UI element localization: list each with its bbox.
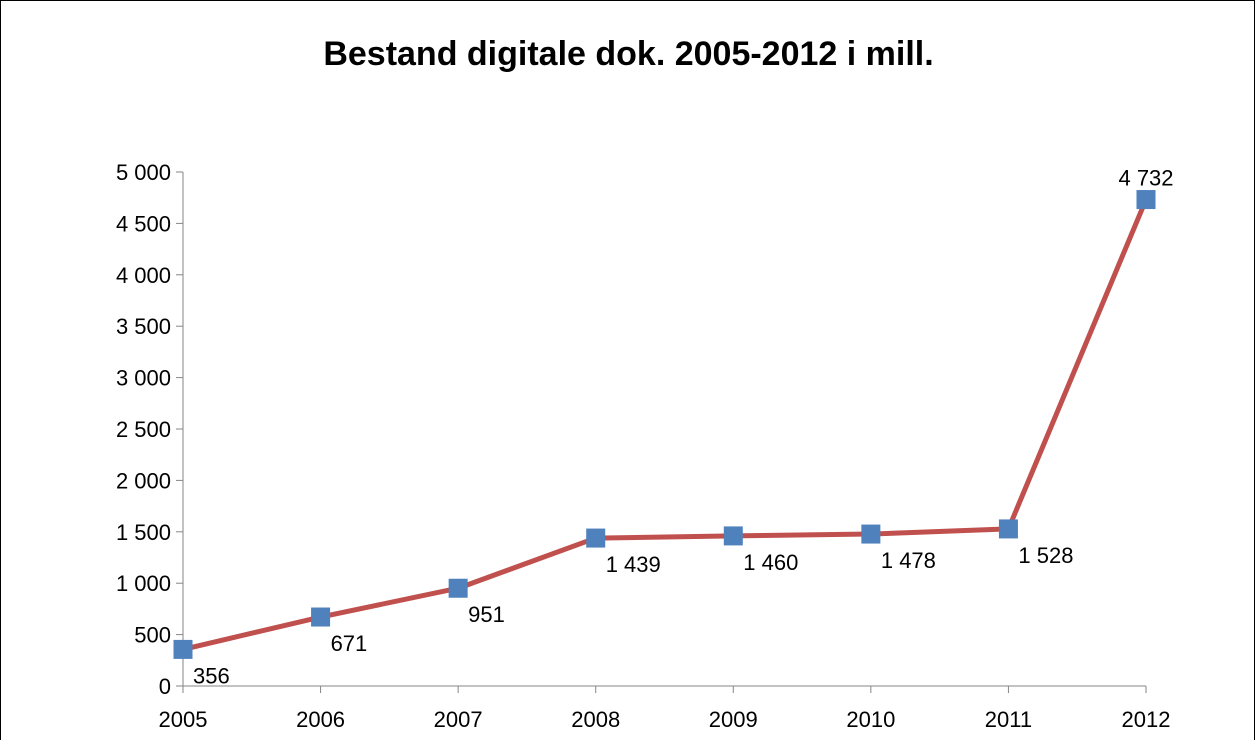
data-label: 4 732 (1118, 166, 1173, 191)
data-label: 1 478 (881, 548, 936, 573)
y-tick-label: 2 000 (116, 468, 171, 493)
y-tick-label: 3 500 (116, 314, 171, 339)
data-point-marker (1136, 190, 1156, 210)
y-tick-label: 5 000 (116, 160, 171, 185)
data-label: 1 460 (743, 550, 798, 575)
series-line (180, 197, 1149, 652)
data-point-marker (723, 526, 743, 546)
axes: 0 500 1 000 1 500 2 000 2 500 3 000 3 500 4 000 4… (116, 160, 1171, 732)
data-point-marker (998, 519, 1018, 539)
y-tick-label: 0 (159, 674, 171, 699)
x-tick-label: 2009 (709, 707, 758, 732)
y-tick-label: 500 (134, 623, 171, 648)
data-point-marker (173, 639, 193, 659)
x-tick-label: 2007 (434, 707, 483, 732)
data-label: 1 439 (606, 552, 661, 577)
series-layer (173, 190, 1156, 659)
data-point-marker (311, 607, 331, 627)
y-tick-label: 4 000 (116, 263, 171, 288)
y-tick-label: 3 000 (116, 366, 171, 391)
data-point-marker (586, 528, 606, 548)
data-labels: 356 671 951 1 439 1 460 1 478 1 528 4 732 (193, 166, 1174, 689)
x-tick-label: 2006 (296, 707, 345, 732)
data-label: 951 (468, 602, 505, 627)
data-label: 671 (331, 631, 368, 656)
chart-title: Bestand digitale dok. 2005-2012 i mill. (323, 35, 934, 73)
data-point-marker (448, 578, 468, 598)
y-tick-label: 2 500 (116, 417, 171, 442)
x-tick-label: 2005 (159, 707, 208, 732)
x-tick-label: 2010 (846, 707, 895, 732)
y-tick-label: 1 000 (116, 571, 171, 596)
y-tick-label: 4 500 (116, 211, 171, 236)
data-label: 1 528 (1018, 543, 1073, 568)
x-tick-label: 2008 (571, 707, 620, 732)
y-tick-label: 1 500 (116, 520, 171, 545)
data-label: 356 (193, 663, 230, 688)
x-tick-label: 2011 (985, 707, 1032, 732)
x-tick-label: 2012 (1122, 707, 1171, 732)
data-point-marker (861, 524, 881, 544)
